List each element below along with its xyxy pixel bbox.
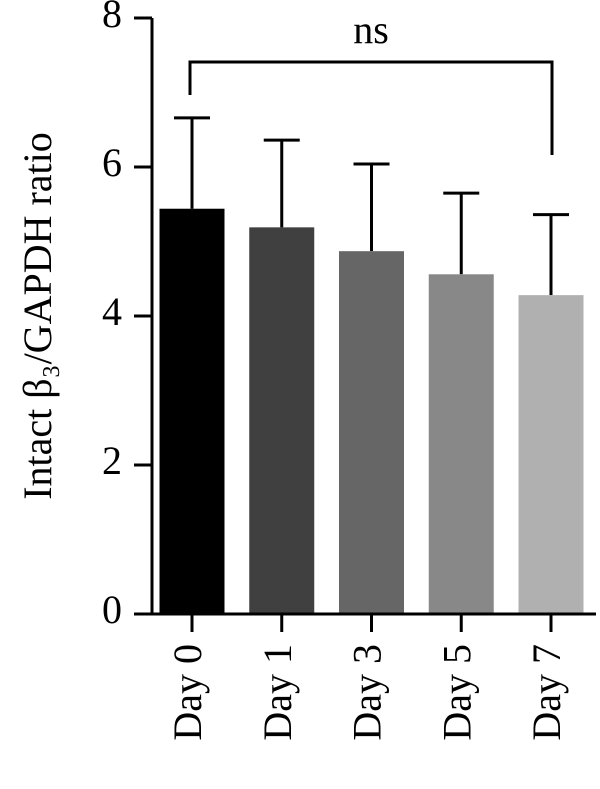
x-tick-label: Day 7 [524, 644, 569, 741]
y-tick-label: 8 [102, 0, 122, 36]
bar [518, 295, 584, 614]
y-axis-label: Intact β₃/GAPDH ratio [15, 132, 60, 500]
significance-label: ns [353, 7, 389, 52]
significance-bracket [188, 60, 554, 155]
x-tick-label: Day 3 [345, 644, 390, 741]
bar [339, 251, 404, 614]
bar [159, 208, 225, 614]
y-tick-label: 2 [102, 438, 122, 483]
y-tick-label: 0 [102, 587, 122, 632]
axis-line [150, 18, 596, 616]
x-tick-label: Day 0 [165, 644, 210, 741]
bar [428, 274, 494, 614]
bar [249, 227, 315, 614]
x-tick-label: Day 1 [255, 644, 300, 741]
x-tick-label: Day 5 [434, 644, 479, 741]
y-tick-label: 4 [102, 289, 122, 334]
y-tick-label: 6 [102, 140, 122, 185]
